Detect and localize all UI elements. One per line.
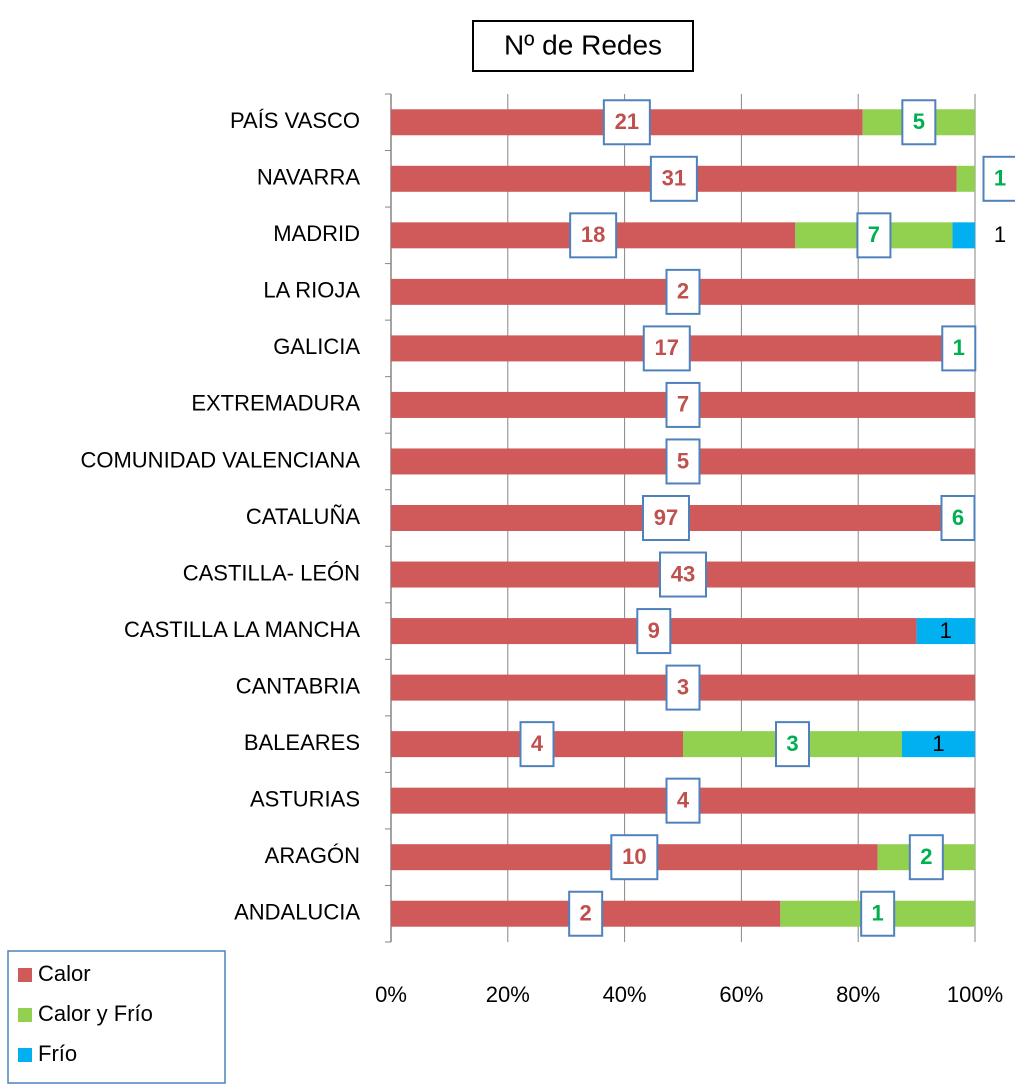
data-label-box xyxy=(659,551,707,598)
data-label-box xyxy=(665,777,701,824)
bar-segment xyxy=(916,618,975,645)
y-tick-label: CANTABRIA xyxy=(236,673,361,698)
y-tick-label: BALEARES xyxy=(244,730,360,755)
data-label-box xyxy=(519,721,555,768)
data-label: 7 xyxy=(868,222,880,247)
legend-swatch xyxy=(18,968,32,982)
y-tick-label: EXTREMADURA xyxy=(191,391,360,416)
data-label-box xyxy=(665,268,701,315)
data-label: 43 xyxy=(671,561,695,586)
data-label-box xyxy=(641,495,690,541)
y-tick-label: CASTILLA- LEÓN xyxy=(183,560,360,585)
data-label-box xyxy=(610,834,659,881)
data-label: 1 xyxy=(953,335,965,360)
y-tick-label: ARAGÓN xyxy=(265,843,360,868)
y-tick-label: ANDALUCIA xyxy=(234,900,360,925)
data-label: 4 xyxy=(677,787,690,812)
x-tick-label: 40% xyxy=(603,982,647,1007)
data-label-box xyxy=(649,155,698,202)
data-label-box xyxy=(901,99,937,146)
data-label: 10 xyxy=(622,844,646,869)
y-tick-label: NAVARRA xyxy=(257,165,360,190)
data-label: 5 xyxy=(913,109,925,134)
legend-box xyxy=(7,950,226,1084)
bar-segment xyxy=(952,222,975,249)
data-label-box xyxy=(569,212,618,259)
data-label: 3 xyxy=(677,674,689,699)
y-tick-label: COMUNIDAD VALENCIANA xyxy=(80,447,360,472)
y-tick-label: ASTURIAS xyxy=(250,786,360,811)
data-label: 31 xyxy=(662,166,686,191)
y-tick-label: PAÍS VASCO xyxy=(230,108,360,133)
data-label-box xyxy=(860,890,896,937)
y-tick-label: CATALUÑA xyxy=(246,504,360,529)
bar-segment xyxy=(902,731,975,758)
data-label-box xyxy=(940,495,976,541)
data-label-box xyxy=(775,721,810,768)
data-label: 21 xyxy=(615,109,639,134)
data-label-box xyxy=(642,325,691,372)
data-label-box xyxy=(636,608,672,655)
y-tick-label: GALICIA xyxy=(273,334,360,359)
y-tick-label: CASTILLA LA MANCHA xyxy=(124,617,360,642)
data-label: 9 xyxy=(648,618,660,643)
legend-swatch xyxy=(18,1048,32,1062)
legend-swatch xyxy=(18,1008,32,1022)
data-label: 1 xyxy=(994,222,1006,247)
data-label: 2 xyxy=(677,279,689,304)
data-label-box xyxy=(665,664,701,711)
data-label-box xyxy=(602,99,651,146)
legend-label: Calor y Frío xyxy=(38,1001,153,1026)
data-label: 1 xyxy=(872,901,884,926)
data-label-box xyxy=(568,890,604,937)
data-label-box xyxy=(908,834,944,881)
data-label-box xyxy=(665,381,701,428)
legend-label: Calor xyxy=(38,961,91,986)
y-tick-label: MADRID xyxy=(273,221,360,246)
data-label-box xyxy=(856,212,892,259)
bar-segment xyxy=(956,165,975,192)
data-label: 6 xyxy=(952,505,964,530)
data-label: 97 xyxy=(654,505,678,530)
legend-label: Frío xyxy=(38,1041,77,1066)
title-box xyxy=(472,20,694,72)
chart-title: Nº de Redes xyxy=(504,29,662,60)
x-tick-label: 20% xyxy=(486,982,530,1007)
x-tick-label: 100% xyxy=(947,982,1003,1007)
data-label: 4 xyxy=(531,731,544,756)
data-label: 2 xyxy=(580,901,592,926)
data-label-box xyxy=(941,325,977,372)
data-label: 17 xyxy=(655,335,679,360)
data-label-box xyxy=(982,155,1015,202)
data-label: 3 xyxy=(786,731,798,756)
x-tick-label: 0% xyxy=(375,982,407,1007)
data-label: 1 xyxy=(994,166,1006,191)
y-tick-label: LA RIOJA xyxy=(263,278,360,303)
data-label: 1 xyxy=(932,731,944,756)
data-label: 18 xyxy=(581,222,605,247)
x-tick-label: 80% xyxy=(836,982,880,1007)
data-label: 5 xyxy=(677,448,689,473)
data-label: 7 xyxy=(677,392,689,417)
x-tick-label: 60% xyxy=(719,982,763,1007)
data-label-box xyxy=(665,438,701,485)
data-label: 1 xyxy=(940,618,952,643)
data-label: 2 xyxy=(920,844,932,869)
